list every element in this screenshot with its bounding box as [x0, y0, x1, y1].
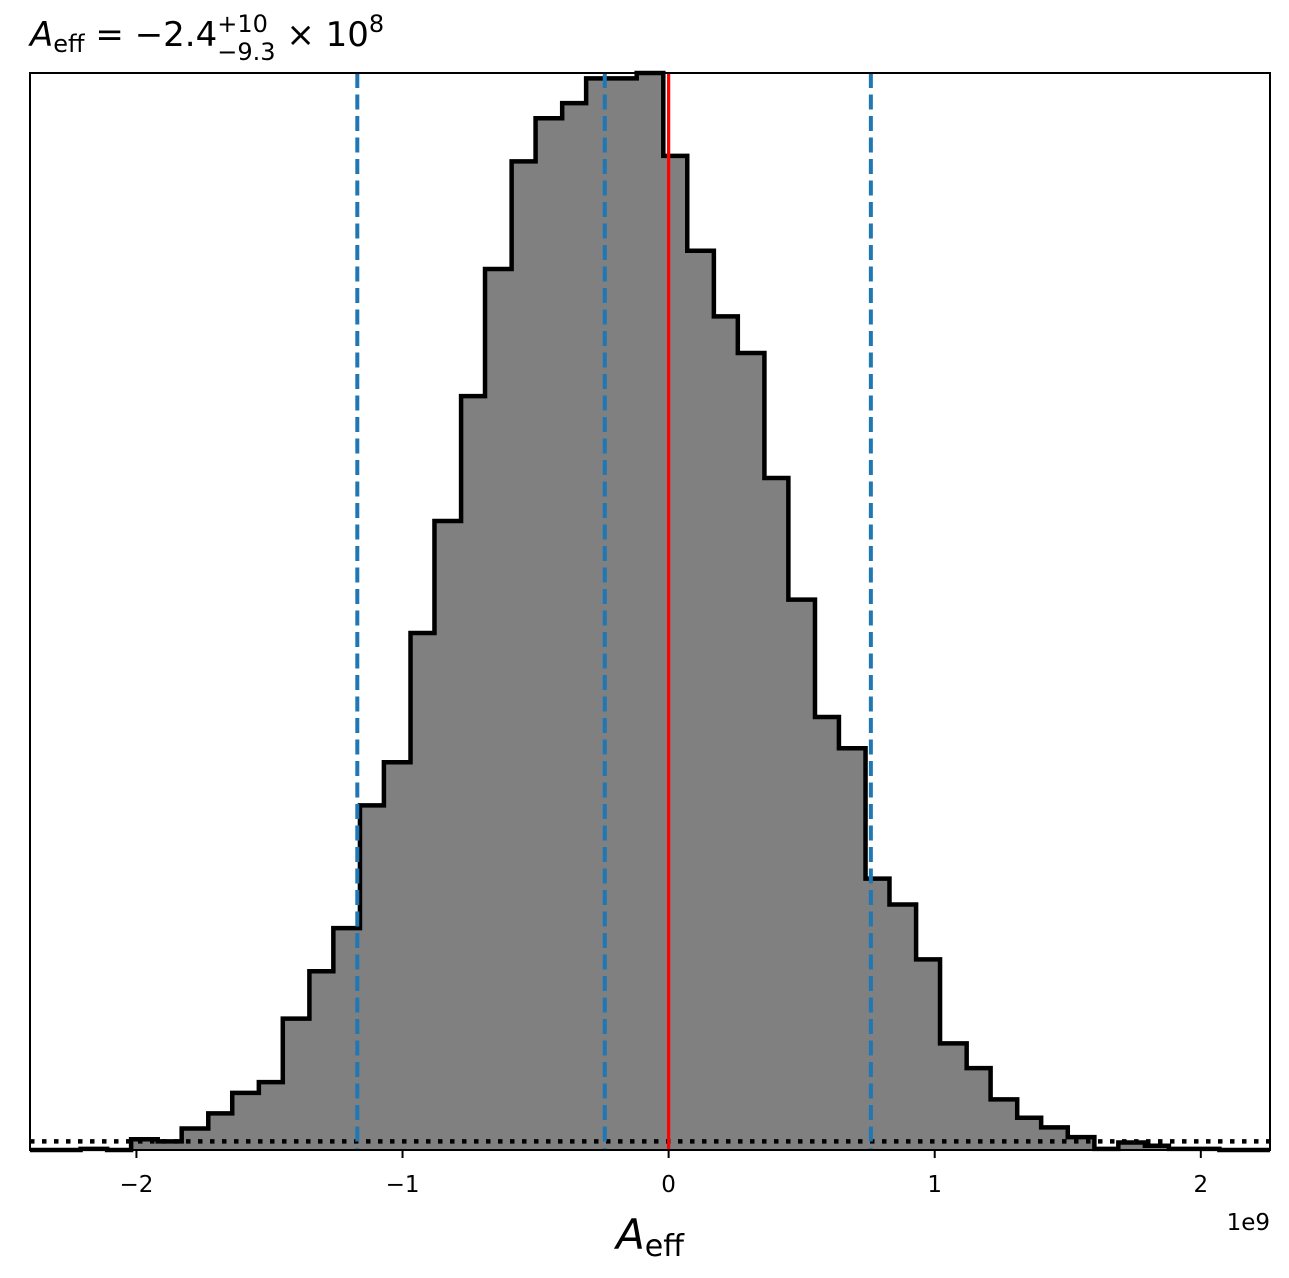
title-exponent: 8	[369, 10, 384, 38]
histogram-bar	[1118, 1142, 1146, 1150]
histogram-bar	[713, 316, 739, 1151]
histogram-bar	[612, 78, 638, 1150]
x-tick-label: −1	[386, 1172, 420, 1198]
chart-title: Aeff = −2.4+10 −9.3 × 108	[28, 10, 384, 66]
x-tick-label: 0	[661, 1172, 676, 1198]
histogram-bar	[485, 269, 513, 1150]
histogram-bar	[461, 396, 486, 1151]
histogram-bar	[562, 103, 587, 1150]
histogram-bar	[511, 161, 537, 1151]
histogram-bar	[1017, 1117, 1042, 1150]
title-value: −2.4	[135, 15, 218, 55]
histogram-bar	[838, 748, 867, 1150]
title-equals: =	[85, 15, 135, 55]
x-tick-label: 2	[1193, 1172, 1208, 1198]
x-axis-label-symbol: A	[613, 1210, 645, 1259]
x-axis-label-sub: eff	[645, 1229, 685, 1264]
histogram-bar	[157, 1141, 183, 1150]
title-times: × 10	[276, 15, 369, 55]
histogram-bar	[916, 959, 941, 1150]
histogram-bar	[889, 904, 917, 1150]
histogram-bar	[788, 599, 816, 1150]
histogram-bar	[208, 1113, 233, 1150]
histogram-bar	[1041, 1127, 1069, 1150]
histogram-bar	[181, 1128, 209, 1150]
histogram-bar	[737, 353, 765, 1150]
histogram-bar	[282, 1018, 310, 1150]
title-err-plus: +10	[217, 10, 268, 38]
histogram-bar	[258, 1082, 284, 1150]
histogram-bar	[663, 155, 688, 1150]
plot-area: −2 −1 0 1 2	[29, 70, 1271, 1198]
title-symbol-sub: eff	[53, 30, 85, 58]
histogram-bar	[687, 250, 715, 1150]
histogram-bar	[131, 1139, 159, 1150]
histogram-bar	[359, 805, 385, 1150]
histogram-bar	[940, 1043, 968, 1150]
x-axis-label: Aeff	[613, 1210, 685, 1264]
histogram-bar	[434, 521, 462, 1150]
histogram-bar	[383, 762, 412, 1150]
title-err-minus: −9.3	[217, 38, 275, 66]
axes-frame	[29, 72, 1271, 1151]
title-symbol: A	[28, 15, 53, 55]
x-axis-offset-text: 1e9	[1227, 1210, 1270, 1236]
histogram-bar	[814, 717, 840, 1150]
x-tick-label: −2	[119, 1172, 153, 1198]
histogram-bar	[586, 78, 614, 1150]
x-tick-label: 1	[927, 1172, 942, 1198]
histogram-bar	[636, 73, 664, 1150]
histogram-bar	[535, 118, 563, 1150]
histogram-bar	[309, 971, 334, 1150]
histogram-bar	[410, 633, 435, 1150]
histogram-bar	[966, 1068, 992, 1150]
histogram-bar	[764, 477, 789, 1150]
